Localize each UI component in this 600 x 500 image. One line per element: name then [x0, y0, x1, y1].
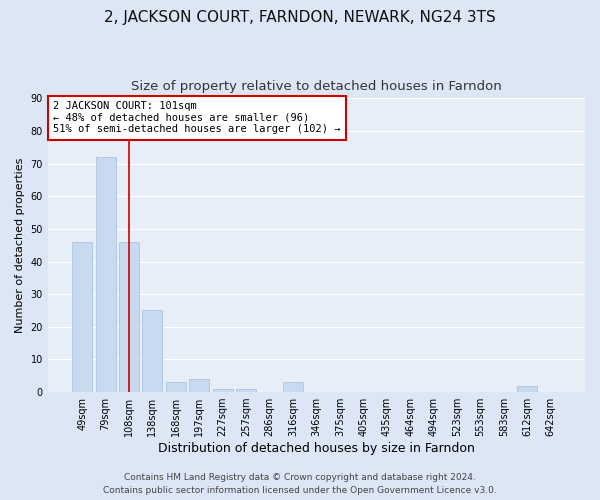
Bar	[95, 157, 116, 392]
Bar	[72, 242, 92, 392]
Bar	[213, 389, 233, 392]
Y-axis label: Number of detached properties: Number of detached properties	[15, 158, 25, 333]
Bar	[283, 382, 303, 392]
Text: Contains HM Land Registry data © Crown copyright and database right 2024.
Contai: Contains HM Land Registry data © Crown c…	[103, 474, 497, 495]
X-axis label: Distribution of detached houses by size in Farndon: Distribution of detached houses by size …	[158, 442, 475, 455]
Title: Size of property relative to detached houses in Farndon: Size of property relative to detached ho…	[131, 80, 502, 93]
Text: 2, JACKSON COURT, FARNDON, NEWARK, NG24 3TS: 2, JACKSON COURT, FARNDON, NEWARK, NG24 …	[104, 10, 496, 25]
Bar	[517, 386, 537, 392]
Bar	[119, 242, 139, 392]
Bar	[190, 379, 209, 392]
Bar	[142, 310, 163, 392]
Bar	[166, 382, 186, 392]
Bar	[236, 389, 256, 392]
Text: 2 JACKSON COURT: 101sqm
← 48% of detached houses are smaller (96)
51% of semi-de: 2 JACKSON COURT: 101sqm ← 48% of detache…	[53, 102, 341, 134]
